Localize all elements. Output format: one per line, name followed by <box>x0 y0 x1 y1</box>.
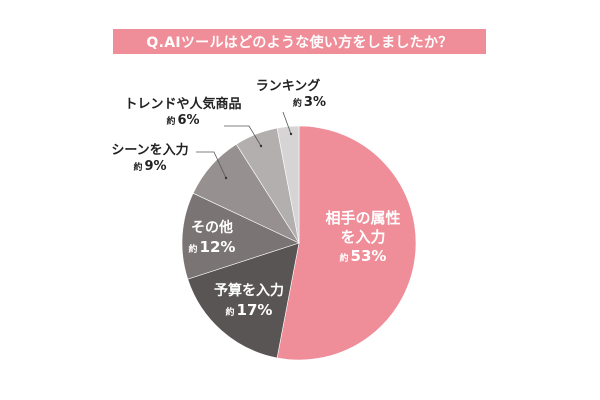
slice-label-attributes: 相手の属性 を入力 約 53% <box>325 209 401 265</box>
slice-label-ranking: ランキング 約 3% <box>255 79 326 111</box>
slice-label-scene: シーンを入力 約 9% <box>111 143 189 175</box>
leader-line-ranking <box>282 111 292 135</box>
chart-title-banner: Q.AIツールはどのような使い方をしましたか？ <box>113 29 486 54</box>
slice-label-other: その他 約 12% <box>188 220 236 256</box>
leader-line-scene <box>196 151 227 179</box>
slice-attributes <box>276 125 417 361</box>
slice-budget <box>187 242 300 359</box>
slice-label-budget: 予算を入力 約 17% <box>214 283 284 319</box>
slice-other <box>181 192 300 280</box>
leader-line-trend <box>224 125 262 147</box>
slice-label-trend: トレンドや人気商品 約 6% <box>124 97 242 129</box>
